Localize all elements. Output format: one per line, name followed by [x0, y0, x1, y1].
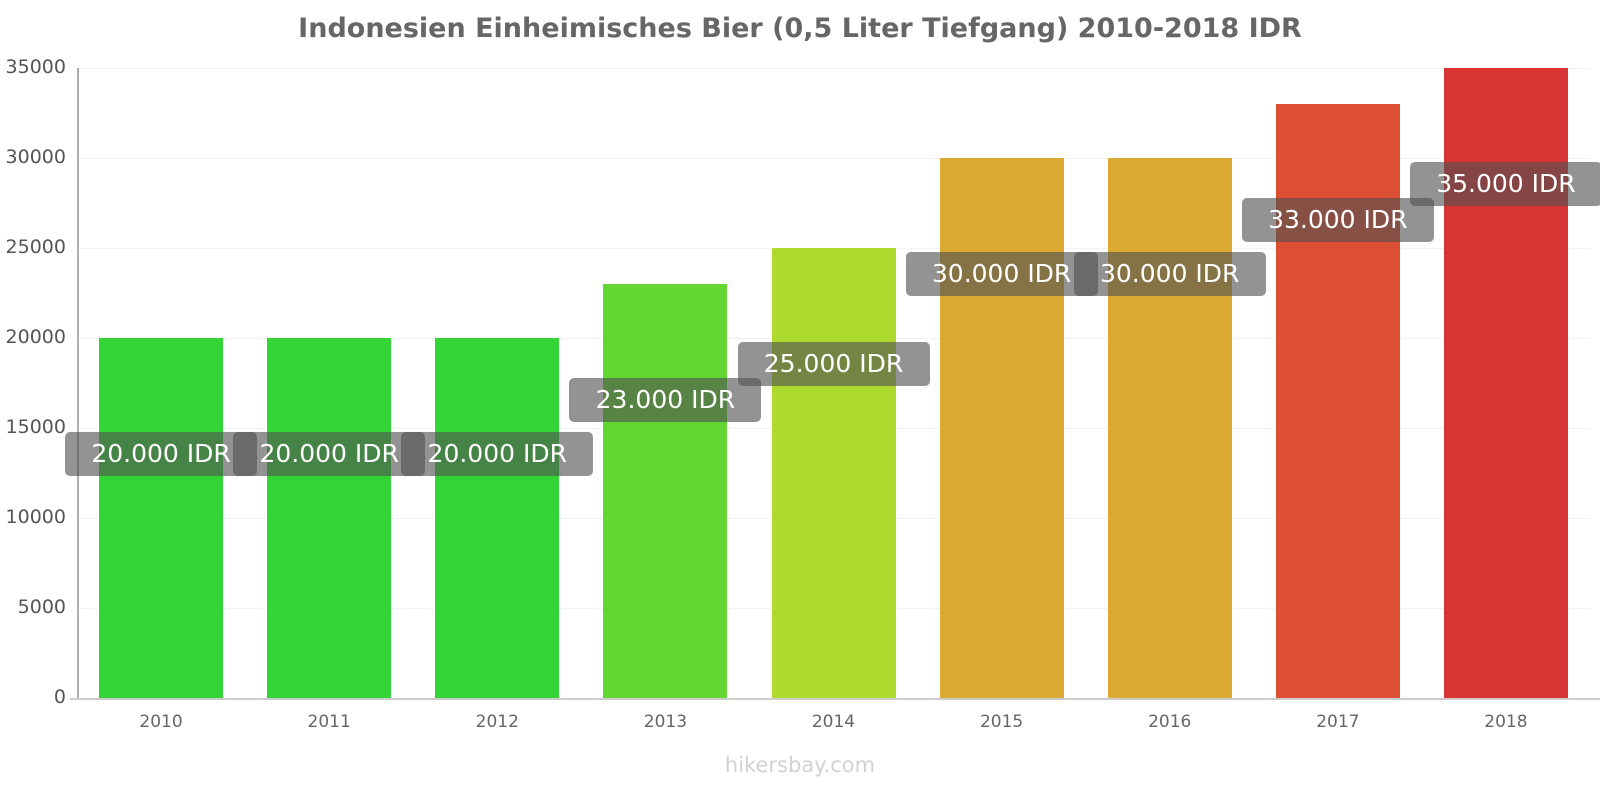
x-axis-tick-label: 2012 [475, 712, 519, 732]
x-axis-tick-label: 2014 [811, 712, 856, 732]
bar[interactable] [435, 338, 560, 698]
y-axis-tick-label: 35000 [5, 56, 66, 78]
bar[interactable] [99, 338, 224, 698]
gridline [77, 68, 1590, 69]
bar-value-label: 20.000 IDR [65, 432, 258, 476]
x-axis-tick-label: 2010 [139, 712, 183, 732]
y-axis-tick-label: 20000 [5, 326, 66, 348]
x-axis-tick-label: 2015 [979, 712, 1024, 732]
y-axis-tick-label: 0 [53, 686, 66, 708]
y-axis-line [77, 68, 79, 700]
x-axis-tick-label: 2011 [307, 712, 351, 732]
bar[interactable] [1107, 158, 1232, 698]
chart-title: Indonesien Einheimisches Bier (0,5 Liter… [298, 13, 1302, 44]
bar[interactable] [1275, 104, 1400, 698]
y-axis-tick-label: 25000 [5, 236, 66, 258]
bar-value-label: 20.000 IDR [233, 432, 426, 476]
y-axis-tick-label: 10000 [5, 506, 66, 528]
y-axis-tick-label: 15000 [5, 416, 66, 438]
gridline [77, 158, 1590, 159]
bar-value-label: 20.000 IDR [401, 432, 594, 476]
bar-value-label: 25.000 IDR [737, 342, 930, 386]
bar-value-label: 30.000 IDR [905, 252, 1098, 296]
bar[interactable] [267, 338, 392, 698]
plot-area [77, 68, 1590, 698]
footer-credit: hikersbay.com [724, 753, 876, 777]
bar-value-label: 23.000 IDR [569, 378, 762, 422]
bar-value-label: 33.000 IDR [1241, 198, 1434, 242]
bar[interactable] [939, 158, 1064, 698]
x-axis-tick-label: 2018 [1484, 712, 1528, 732]
bar-value-label: 30.000 IDR [1073, 252, 1266, 296]
x-axis-line [70, 698, 1600, 700]
bar[interactable] [603, 284, 728, 698]
y-axis-tick-label: 30000 [5, 146, 66, 168]
x-axis-tick-label: 2016 [1148, 712, 1192, 732]
bar[interactable] [771, 248, 896, 698]
bar-value-label: 35.000 IDR [1409, 162, 1600, 206]
x-axis-tick-label: 2013 [643, 712, 688, 732]
x-axis-tick-label: 2017 [1316, 712, 1360, 732]
y-axis-tick-label: 5000 [17, 596, 66, 618]
